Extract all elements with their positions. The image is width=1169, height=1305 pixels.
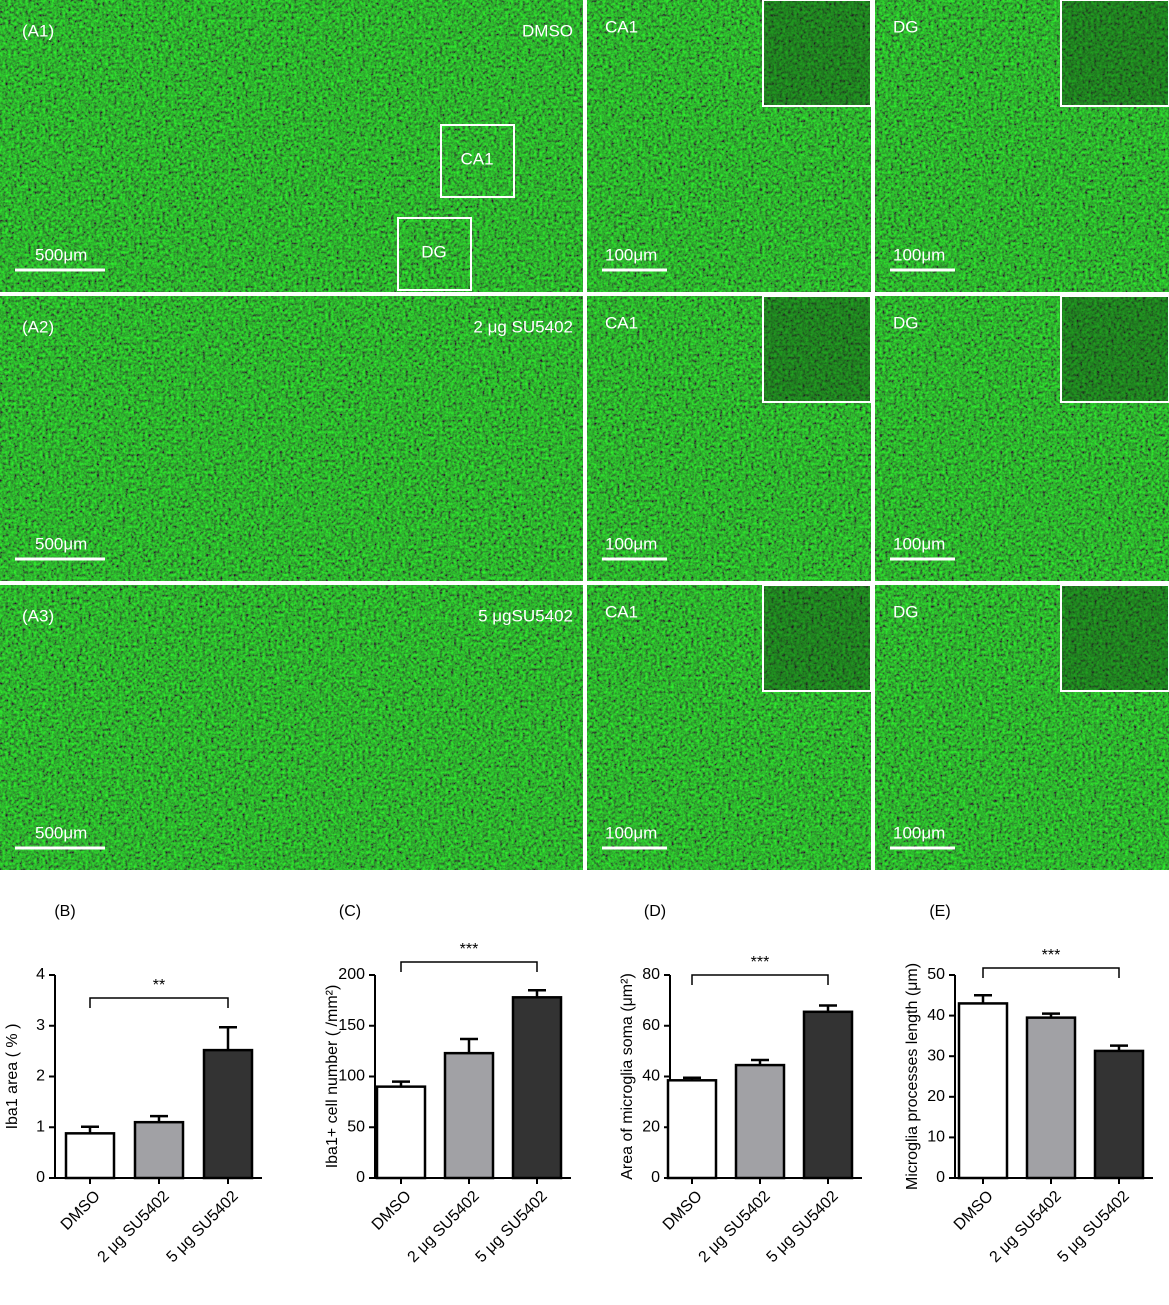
bar [1025,1016,1077,1180]
scale-bar-label: 100μm [893,823,945,842]
region-label: CA1 [605,17,638,36]
inset-texture [764,586,870,690]
x-tick-label: 2 μg SU5402 [696,1188,774,1266]
bar [957,1002,1009,1180]
x-tick-label: 5 μg SU5402 [164,1188,242,1266]
condition-label: 5 μgSU5402 [478,606,573,625]
bar [443,1051,495,1180]
bar [802,1010,854,1180]
y-tick-label: 0 [36,1169,45,1186]
condition-label: 2 μg SU5402 [473,317,573,336]
y-tick-label: 50 [347,1118,365,1135]
overview-image-texture [0,585,583,870]
bar [202,1048,254,1180]
scale-bar-label: 500μm [35,534,87,553]
x-tick-label: 2 μg SU5402 [95,1188,173,1266]
region-label: CA1 [605,313,638,332]
y-axis-label: Microglia processes length (μm) [904,963,921,1190]
overview-image-texture [0,0,583,292]
scale-bar-label: 100μm [893,534,945,553]
region-label: DG [893,602,919,621]
significance-label: *** [460,941,479,958]
y-tick-label: 0 [936,1169,945,1186]
bar [734,1063,786,1180]
x-tick-label: DMSO [369,1188,415,1234]
region-box-label: DG [421,242,447,261]
x-tick-label: 2 μg SU5402 [405,1188,483,1266]
bar [1093,1049,1145,1180]
bar [133,1120,185,1180]
y-tick-label: 30 [927,1047,945,1064]
scale-bar-label: 100μm [605,534,657,553]
x-tick-label: DMSO [660,1188,706,1234]
region-box [397,217,472,291]
overview-image-texture [0,296,583,581]
scale-bar-label: 100μm [605,245,657,264]
y-tick-label: 4 [36,966,45,983]
significance-label: *** [1042,947,1061,964]
region-box [440,124,515,198]
x-tick-label: 5 μg SU5402 [1055,1188,1133,1266]
region-label: DG [893,313,919,332]
significance-bracket [691,974,829,985]
panel-label: (B) [54,903,75,920]
y-tick-label: 20 [927,1088,945,1105]
bar [375,1085,427,1180]
significance-bracket [89,997,229,1008]
x-tick-label: 5 μg SU5402 [764,1188,842,1266]
y-tick-label: 1 [36,1118,45,1135]
y-tick-label: 150 [338,1017,365,1034]
significance-bracket [400,961,538,972]
scale-bar-label: 100μm [605,823,657,842]
y-tick-label: 0 [651,1169,660,1186]
scale-bar-label: 500μm [35,245,87,264]
inset-texture [764,1,870,105]
inset-texture [1062,1,1168,105]
y-tick-label: 0 [356,1169,365,1186]
region-label: DG [893,17,919,36]
scale-bar-label: 500μm [35,823,87,842]
significance-bracket [982,967,1120,978]
y-tick-label: 2 [36,1068,45,1085]
region-label: CA1 [605,602,638,621]
bar [666,1079,718,1180]
y-tick-label: 10 [927,1129,945,1146]
scale-bar-label: 100μm [893,245,945,264]
y-tick-label: 80 [642,966,660,983]
y-tick-label: 50 [927,966,945,983]
x-tick-label: 2 μg SU5402 [987,1188,1065,1266]
y-axis-label: Iba1 area ( % ) [4,1024,21,1130]
panel-label: (A3) [22,606,54,625]
y-tick-label: 200 [338,966,365,983]
inset-texture [1062,586,1168,690]
y-tick-label: 3 [36,1017,45,1034]
y-tick-label: 100 [338,1068,365,1085]
condition-label: DMSO [522,21,573,40]
panel-label: (E) [929,903,950,920]
x-tick-label: DMSO [58,1188,104,1234]
y-axis-label: Area of microglia soma (μm²) [619,973,636,1180]
y-axis-label: Iba1+ cell number ( /mm²) [324,985,341,1169]
panel-label: (A2) [22,317,54,336]
bar [64,1132,116,1180]
inset-texture [1062,297,1168,401]
y-tick-label: 40 [927,1007,945,1024]
significance-label: *** [751,954,770,971]
panel-label: (C) [339,903,361,920]
y-tick-label: 20 [642,1118,660,1135]
significance-label: ** [153,977,165,994]
y-tick-label: 60 [642,1017,660,1034]
x-tick-label: DMSO [951,1188,997,1234]
inset-texture [764,297,870,401]
panel-label: (D) [644,903,666,920]
region-box-label: CA1 [460,149,493,168]
x-tick-label: 5 μg SU5402 [473,1188,551,1266]
panel-label: (A1) [22,21,54,40]
y-tick-label: 40 [642,1068,660,1085]
bar [511,996,563,1180]
